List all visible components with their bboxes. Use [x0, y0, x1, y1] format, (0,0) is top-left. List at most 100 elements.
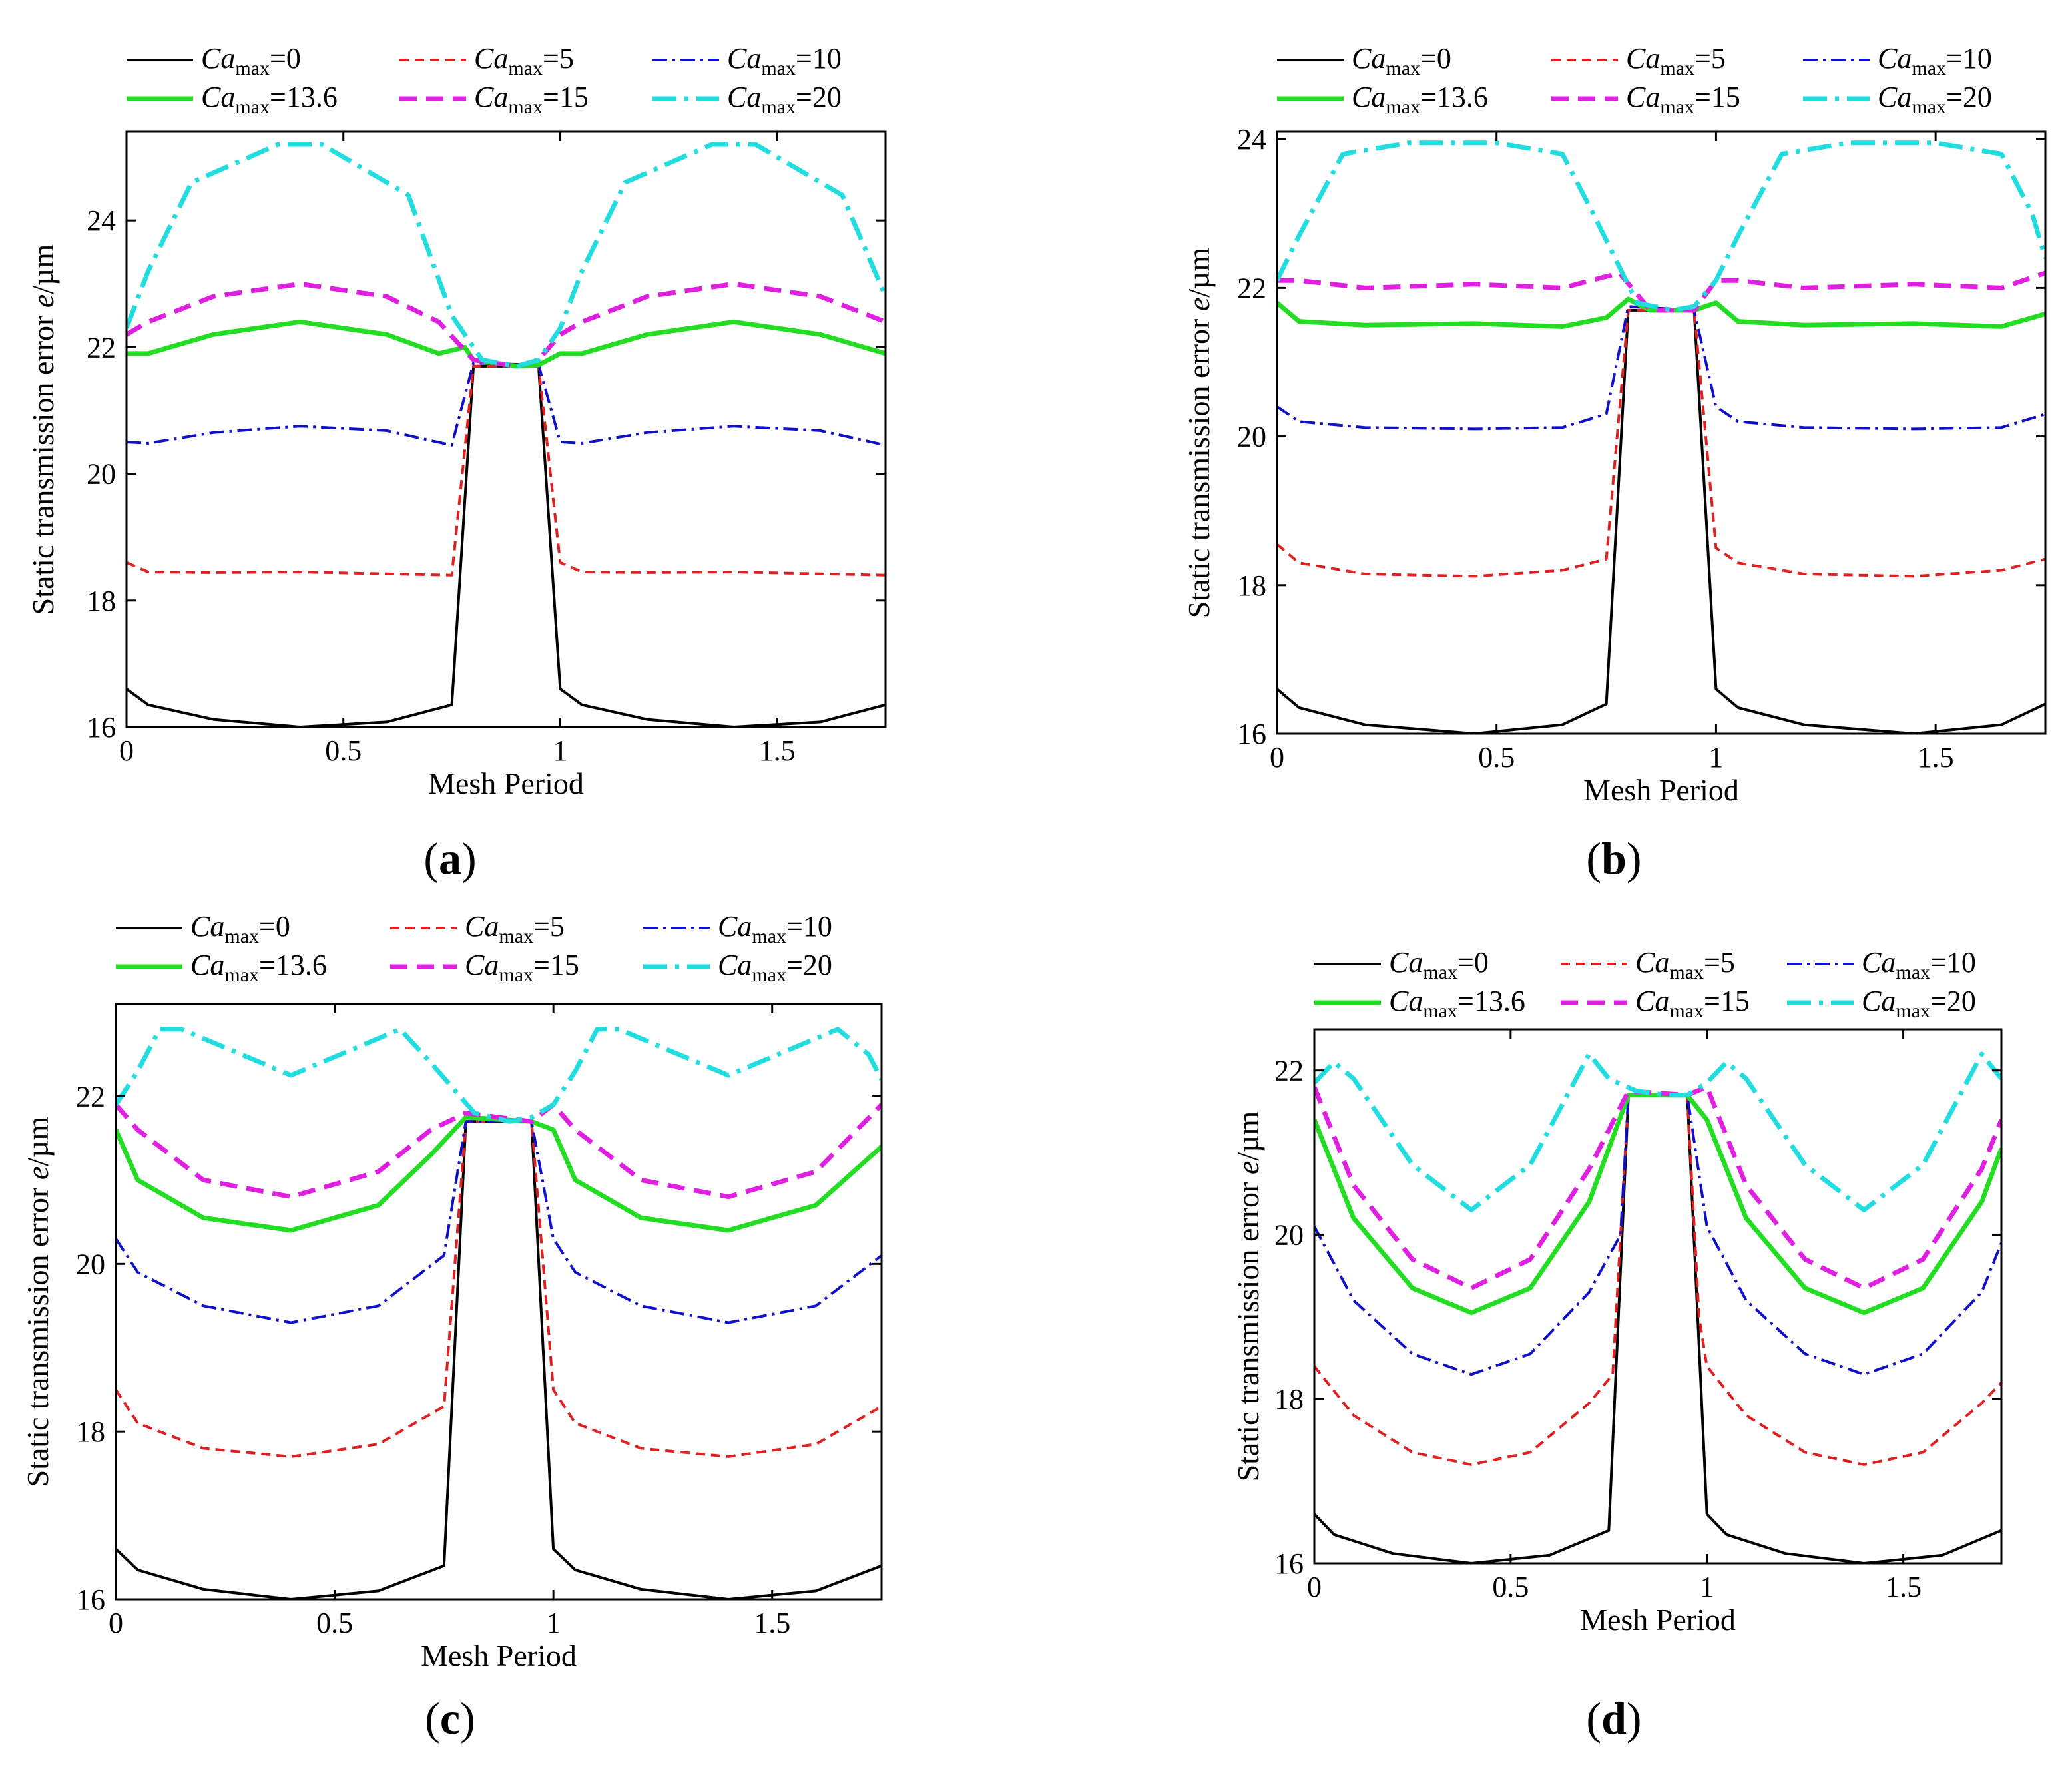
legend-label: Camax=10: [1878, 42, 1992, 79]
legend-label-symbol: Ca: [465, 949, 499, 981]
legend-label-subscript: max: [752, 925, 786, 947]
y-axis-label: Static transmission error e/µm: [26, 244, 60, 615]
y-axis-label-main: Static transmission error: [26, 308, 60, 615]
legend-label-value: =20: [1946, 81, 1992, 113]
x-tick-label: 1.5: [1885, 1571, 1922, 1603]
y-axis-label-symbol: e: [1231, 1161, 1265, 1174]
legend-label-symbol: Ca: [1862, 946, 1896, 979]
chart-panel-c: 0 0.5 1 1.5 16 18 20 22 Mesh Period Static transm…: [21, 910, 883, 1744]
legend-label-value: =13.6: [270, 81, 338, 113]
y-tick-label: 22: [76, 1081, 105, 1113]
legend-label-symbol: Ca: [1389, 946, 1423, 979]
legend-label: Camax=15: [1635, 985, 1750, 1022]
y-tick-label: 22: [1237, 272, 1266, 304]
series-group: [116, 1027, 882, 1599]
legend-label-symbol: Ca: [201, 81, 235, 113]
x-tick-label: 0.5: [1492, 1571, 1529, 1603]
y-tick-label: 18: [1237, 569, 1266, 602]
y-tick-label: 20: [87, 458, 116, 491]
x-tick-label: 1.5: [754, 1607, 790, 1639]
legend-label-subscript: max: [1660, 96, 1694, 118]
legend-label: Camax=0: [1352, 42, 1451, 79]
y-axis-label-symbol: e: [21, 1166, 55, 1180]
series-line-ca-max-20: [116, 1027, 882, 1124]
legend-label-subscript: max: [1896, 1000, 1930, 1022]
legend-label-value: =13.6: [1420, 81, 1488, 113]
series-line-ca-max-10: [127, 362, 886, 447]
legend-label-symbol: Ca: [718, 949, 752, 981]
y-axis-label: Static transmission error e/µm: [1182, 247, 1216, 618]
legend-label-value: =15: [1694, 81, 1740, 113]
x-tick-label: 1: [553, 734, 567, 767]
legend-label-subscript: max: [1423, 1000, 1457, 1022]
series-line-ca-max-0: [1277, 308, 2045, 734]
legend-label-symbol: Ca: [718, 910, 752, 943]
y-axis-label-unit: /µm: [21, 1116, 55, 1166]
legend-label-value: =20: [796, 81, 842, 113]
panel-caption-letter: d: [1601, 1693, 1627, 1744]
series-line-ca-max-13-6: [1314, 1093, 2001, 1316]
legend-label-subscript: max: [761, 57, 796, 79]
legend-label: Camax=15: [465, 949, 579, 986]
x-tick-label: 0.5: [325, 734, 362, 767]
legend-label: Camax=0: [201, 42, 301, 79]
legend-label-subscript: max: [508, 96, 543, 118]
legend-label-subscript: max: [1423, 961, 1457, 983]
y-tick-label: 20: [76, 1248, 105, 1280]
legend-label-subscript: max: [761, 96, 796, 118]
legend-label: Camax=5: [465, 910, 565, 947]
legend-label-subscript: max: [752, 964, 786, 986]
legend-label-symbol: Ca: [474, 81, 508, 113]
series-line-ca-max-0: [1314, 1093, 2001, 1563]
legend-label: Camax=15: [1626, 81, 1740, 118]
series-line-ca-max-5: [116, 1120, 882, 1458]
x-tick-label: 0.5: [1478, 741, 1515, 774]
series-line-ca-max-5: [1277, 308, 2045, 578]
series-line-ca-max-15: [116, 1102, 882, 1200]
legend-label-value: =20: [786, 949, 832, 981]
x-axis-label: Mesh Period: [1583, 773, 1739, 807]
panel-caption-letter: c: [440, 1693, 460, 1744]
y-tick-label: 24: [87, 204, 116, 237]
panel-caption: (a): [423, 833, 476, 884]
chart-panel-a: 0 0.5 1 1.5 16 18 20 22 24 Mesh Period Static tran…: [26, 42, 887, 884]
x-tick-label: 0: [119, 734, 134, 767]
legend-label-subscript: max: [1669, 1000, 1704, 1022]
x-tick-label: 1.5: [1918, 741, 1954, 774]
legend-label-subscript: max: [224, 964, 259, 986]
y-tick-label: 22: [87, 331, 116, 364]
panel-caption-open: (: [1586, 833, 1601, 884]
legend-label-value: =5: [1704, 946, 1735, 979]
legend-label-subscript: max: [1660, 57, 1694, 79]
series-line-ca-max-20: [1314, 1051, 2001, 1212]
x-tick-label: 1: [546, 1607, 561, 1639]
legend-label-value: =15: [1704, 985, 1750, 1017]
legend-label-value: =5: [1694, 42, 1726, 75]
legend-label-symbol: Ca: [190, 910, 224, 943]
x-tick-label: 1: [1700, 1571, 1714, 1603]
panel-caption: (c): [425, 1693, 475, 1744]
panel-caption-close: ): [1627, 1693, 1642, 1744]
legend-label-value: =0: [259, 910, 290, 943]
y-axis-label-symbol: e: [26, 294, 60, 308]
legend-label-symbol: Ca: [465, 910, 499, 943]
legend-label: Camax=13.6: [190, 949, 327, 986]
legend-label-subscript: max: [1386, 57, 1420, 79]
x-axis-label: Mesh Period: [428, 766, 584, 800]
legend-label: Camax=0: [1389, 946, 1489, 983]
x-tick-label: 0: [109, 1607, 123, 1639]
legend-label-symbol: Ca: [727, 81, 761, 113]
panel-caption-letter: a: [439, 833, 461, 884]
y-axis-label-unit: /µm: [1231, 1111, 1265, 1160]
plot-frame: [125, 130, 887, 728]
x-tick-label: 0.5: [316, 1607, 353, 1639]
legend-label-symbol: Ca: [190, 949, 224, 981]
legend-label-value: =15: [543, 81, 589, 113]
legend-label: Camax=20: [727, 81, 842, 118]
legend-label-symbol: Ca: [1635, 985, 1669, 1017]
y-axis-label: Static transmission error e/µm: [1231, 1111, 1265, 1481]
panel-caption-close: ): [1627, 833, 1642, 884]
